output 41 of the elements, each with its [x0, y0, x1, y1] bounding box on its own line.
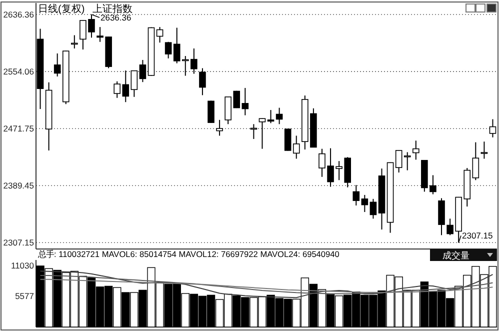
- annotation: 成交量: [442, 250, 470, 260]
- candlestick: [156, 26, 164, 44]
- candlestick: [71, 34, 78, 49]
- candlestick: [139, 59, 146, 83]
- candlestick: [489, 118, 496, 138]
- candlestick: [199, 68, 206, 96]
- annotation: 2307.15: [462, 230, 493, 241]
- candlestick: [130, 70, 138, 98]
- candlestick: [292, 135, 300, 160]
- annotation: 2636.36: [100, 12, 132, 23]
- candlestick: [361, 194, 368, 212]
- candlestick: [352, 184, 360, 206]
- candlestick: [267, 109, 274, 124]
- candlestick: [216, 119, 223, 136]
- candlestick: [412, 140, 420, 160]
- y-tick-label: 2389.45: [3, 180, 34, 190]
- y-tick-label: 2554.06: [3, 66, 34, 76]
- candlestick: [480, 141, 488, 160]
- candlestick: [164, 41, 172, 59]
- line-series: [40, 270, 494, 298]
- candlestick: [438, 198, 445, 236]
- y-tick-label: 11030: [10, 260, 34, 271]
- candlestick: [370, 198, 377, 220]
- y-tick-label: 2307.15: [3, 237, 34, 248]
- y-tick-label: 2636.36: [3, 9, 34, 20]
- candlestick: [395, 150, 402, 173]
- candlestick: [208, 100, 214, 124]
- candlestick: [276, 107, 283, 125]
- line-series: [40, 278, 494, 293]
- candlestick: [404, 152, 411, 171]
- candlestick: [284, 128, 292, 152]
- chart-subtitle: 上证指数: [92, 3, 133, 15]
- candlestick: [472, 142, 480, 181]
- y-tick-label: 5577: [15, 290, 34, 301]
- candlestick: [242, 87, 249, 116]
- chart-subtitle: 总手: 110032721 MAVOL6: 85014754 MAVOL12: 76697922 MAVOL24: 69540940: [37, 249, 340, 259]
- candlestick: [54, 52, 61, 77]
- chart-title: 日线(复权): [38, 3, 85, 15]
- candlestick: [258, 118, 266, 150]
- line-series: [40, 275, 494, 294]
- y-tick-label: 2471.75: [3, 123, 34, 134]
